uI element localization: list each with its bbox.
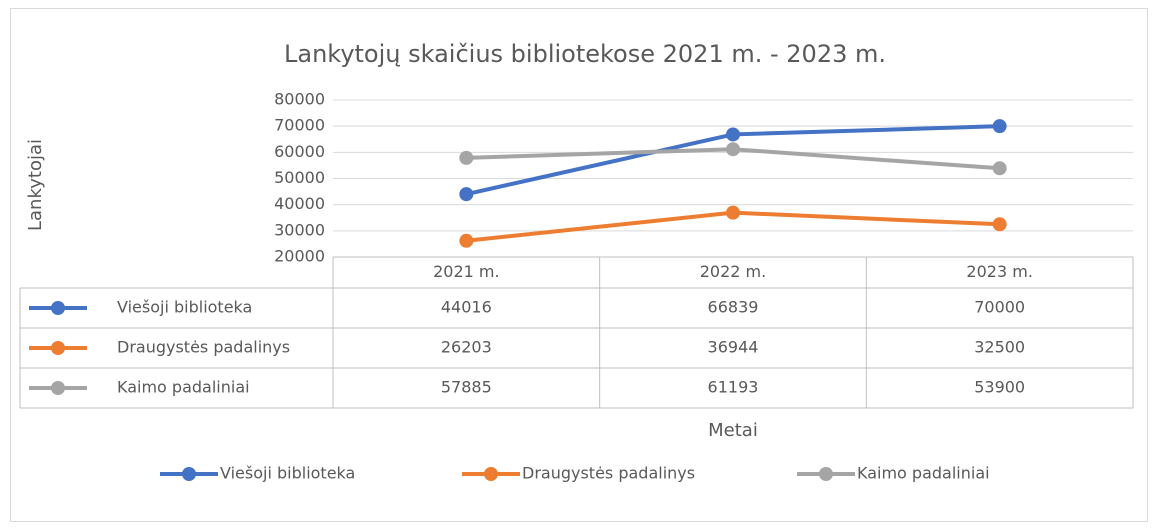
legend-label: Viešoji biblioteka xyxy=(220,464,355,483)
y-tick-label: 40000 xyxy=(274,194,325,213)
table-value: 32500 xyxy=(974,338,1025,357)
data-point xyxy=(459,233,474,248)
table-value: 44016 xyxy=(441,298,492,317)
table-value: 36944 xyxy=(708,338,759,357)
y-tick-label: 20000 xyxy=(274,247,325,266)
data-point xyxy=(459,150,474,165)
data-point xyxy=(992,217,1007,232)
legend-marker xyxy=(51,341,65,355)
x-tick-label: 2023 m. xyxy=(966,262,1032,281)
legend-label: Kaimo padaliniai xyxy=(857,464,990,483)
table-value: 61193 xyxy=(708,378,759,397)
legend-marker xyxy=(51,381,65,395)
y-tick-label: 50000 xyxy=(274,168,325,187)
legend-marker xyxy=(819,467,833,481)
table-value: 57885 xyxy=(441,378,492,397)
table-series-name: Kaimo padaliniai xyxy=(117,378,250,397)
data-point xyxy=(726,127,740,142)
table-series-name: Draugystės padalinys xyxy=(117,338,290,357)
legend-label: Draugystės padalinys xyxy=(522,464,695,483)
y-axis-label: Lankytojai xyxy=(25,139,46,231)
table-value: 53900 xyxy=(974,378,1025,397)
table-series-name: Viešoji biblioteka xyxy=(117,298,252,317)
x-tick-label: 2022 m. xyxy=(700,262,766,281)
y-tick-label: 30000 xyxy=(274,220,325,239)
y-tick-label: 80000 xyxy=(274,90,325,109)
data-point xyxy=(726,142,740,157)
x-axis-label: Metai xyxy=(708,420,758,441)
legend-marker xyxy=(51,301,65,315)
data-point xyxy=(992,119,1007,134)
table-value: 26203 xyxy=(441,338,492,357)
table-value: 70000 xyxy=(974,298,1025,317)
data-point xyxy=(992,161,1007,176)
x-tick-label: 2021 m. xyxy=(433,262,499,281)
chart-title: Lankytojų skaičius bibliotekose 2021 m. … xyxy=(284,40,886,68)
data-point xyxy=(726,205,740,220)
table-value: 66839 xyxy=(708,298,759,317)
legend-marker xyxy=(484,467,498,481)
chart-border xyxy=(10,8,1148,522)
y-tick-label: 70000 xyxy=(274,116,325,135)
y-tick-label: 60000 xyxy=(274,142,325,161)
data-point xyxy=(459,187,474,202)
legend-marker xyxy=(182,467,196,481)
